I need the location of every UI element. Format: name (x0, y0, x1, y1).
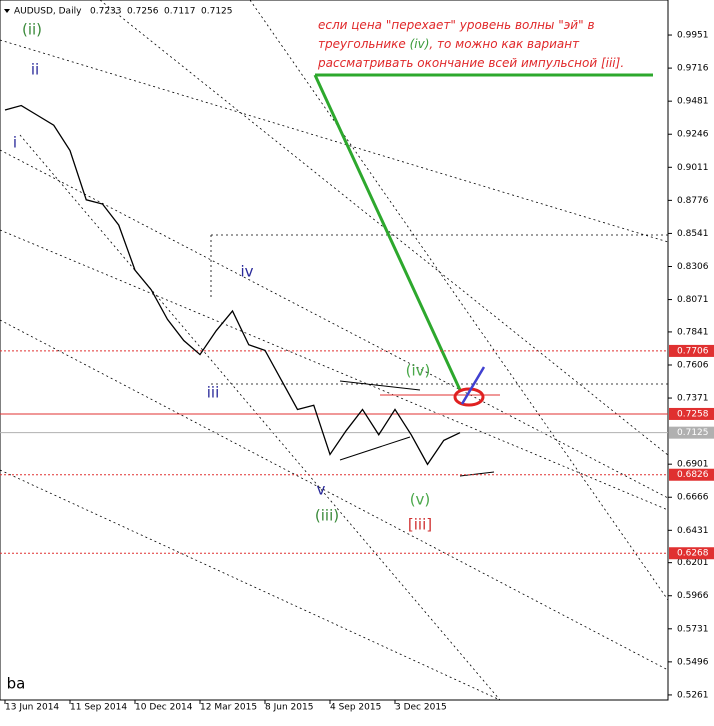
symbol: AUDUSD, Daily (14, 7, 82, 17)
level-label: 0.6268 (677, 549, 709, 559)
y-tick-label: 0.9716 (677, 64, 709, 74)
y-tick-label: 0.6666 (677, 493, 709, 503)
wave-label: iv (240, 263, 253, 281)
wave-label: (v) (410, 491, 431, 509)
y-tick-label: 0.9246 (677, 130, 709, 140)
x-tick-label: 11 Sep 2014 (70, 703, 127, 713)
note-line: если цена "перехает" уровень волны "эй" … (318, 16, 624, 35)
y-tick-label: 0.6431 (677, 526, 709, 536)
wave-label: (iii) (315, 507, 339, 525)
x-tick-label: 13 Jun 2014 (5, 703, 59, 713)
x-tick-label: 8 Jun 2015 (265, 703, 313, 713)
y-tick-label: 0.8071 (677, 295, 709, 305)
triangle (339, 380, 495, 477)
y-tick-label: 0.7841 (677, 327, 709, 337)
wave-label: (iv) (406, 362, 431, 380)
note-line: рассматривать окончание всей импульсной … (318, 54, 624, 73)
x-tick-label: 3 Dec 2015 (395, 703, 447, 713)
x-tick-label: 4 Sep 2015 (330, 703, 381, 713)
ohlc-value: 0.7117 (164, 7, 196, 17)
y-tick-label: 0.5261 (677, 690, 709, 700)
note-text: , то можно как вариант (429, 37, 580, 51)
blue-arrow (460, 366, 486, 405)
price-line (4, 104, 461, 466)
y-tick-label: 0.5966 (677, 591, 709, 601)
wave-label: v (317, 481, 326, 499)
annotation-note: если цена "перехает" уровень волны "эй" … (318, 16, 624, 73)
wave-label: [iii] (408, 516, 432, 534)
level-label-bg (669, 547, 714, 560)
y-tick-label: 0.6901 (677, 460, 709, 470)
level-label: 0.7258 (677, 409, 709, 419)
plot-frame (0, 0, 669, 701)
note-text: треугольнике (318, 37, 410, 51)
level-label-bg (669, 344, 714, 357)
trend-lines (0, 0, 669, 701)
y-tick-label: 0.8776 (677, 196, 709, 206)
note-text: (iv) (409, 37, 430, 51)
note-line: треугольнике (iv), то можно как вариант (318, 35, 624, 54)
level-label-bg (669, 407, 714, 420)
wave-label: (ii) (22, 21, 42, 39)
y-tick-label: 0.8306 (677, 262, 709, 272)
wave-label: iii (207, 384, 220, 402)
ohlc-value: 0.7256 (127, 7, 159, 17)
y-tick-label: 0.8541 (677, 229, 709, 239)
note-text: если цена "перехает" уровень волны "эй" … (318, 18, 595, 32)
y-tick-label: 0.5731 (677, 624, 709, 634)
wave-label: i (13, 134, 17, 152)
y-tick-label: 0.7371 (677, 394, 709, 404)
y-tick-label: 0.9951 (677, 31, 709, 41)
wave-label: ii (31, 61, 39, 79)
ohlc-value: 0.7233 (90, 7, 122, 17)
level-label-bg (669, 426, 714, 439)
menu-icon (4, 9, 10, 13)
level-label: 0.7125 (677, 428, 709, 438)
ohlc-value: 0.7125 (201, 7, 233, 17)
y-tick-label: 0.6201 (677, 558, 709, 568)
y-tick-label: 0.5496 (677, 657, 709, 667)
wave-label: ba (7, 675, 26, 693)
green-arrow (313, 73, 653, 391)
y-tick-label: 0.9481 (677, 97, 709, 107)
level-label: 0.6826 (677, 470, 709, 480)
y-tick-label: 0.7606 (677, 360, 709, 370)
y-tick-label: 0.9011 (677, 163, 709, 173)
level-label-bg (669, 468, 714, 481)
target-ellipse (453, 387, 485, 407)
level-label: 0.7706 (677, 346, 709, 356)
note-text: рассматривать окончание всей импульсной … (318, 56, 625, 70)
x-tick-label: 12 Mar 2015 (200, 703, 257, 713)
x-tick-label: 10 Dec 2014 (135, 703, 193, 713)
